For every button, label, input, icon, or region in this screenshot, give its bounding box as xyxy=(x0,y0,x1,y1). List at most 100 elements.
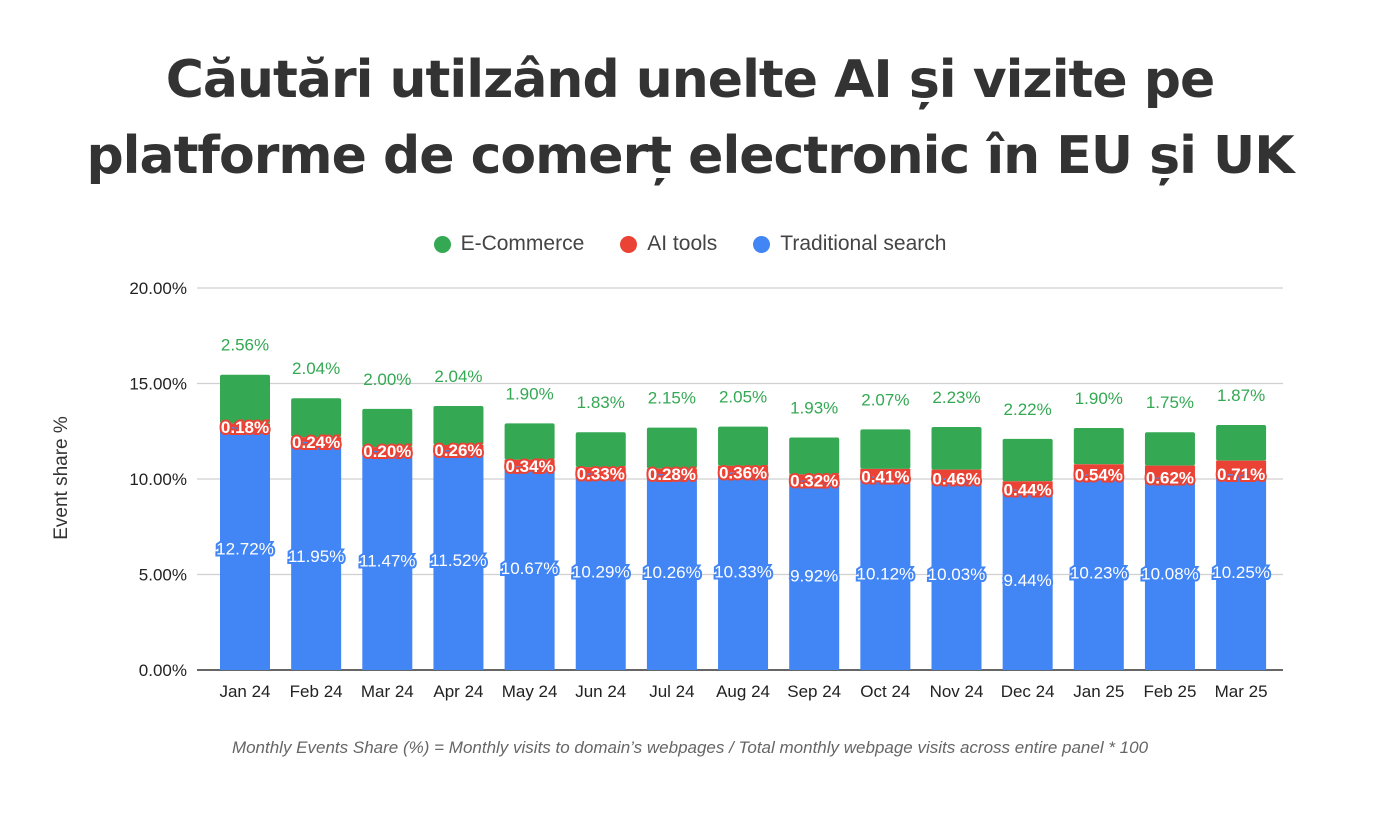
bar-ai-tools xyxy=(1216,460,1267,475)
bar-ecommerce xyxy=(362,408,413,448)
bar-traditional-search xyxy=(433,449,484,670)
bar-ai-tools xyxy=(1144,465,1195,478)
legend-label: E-Commerce xyxy=(460,232,585,255)
data-label-ai-tools: 0.44% xyxy=(1004,481,1052,500)
bar-ai-tools xyxy=(718,465,769,473)
x-tick-label: Jul 24 xyxy=(649,682,694,701)
bar-ecommerce xyxy=(291,398,342,438)
bar-ecommerce xyxy=(646,427,697,469)
y-tick-label: 20.00% xyxy=(129,279,187,298)
bar-traditional-search xyxy=(1216,474,1267,670)
legend-traditional-search: Traditional search xyxy=(753,232,946,256)
data-label-ecommerce: 2.07% xyxy=(861,390,909,409)
data-label-ai-tools: 0.32% xyxy=(790,472,838,491)
bar-ai-tools xyxy=(860,468,911,477)
data-label-traditional-search: 12.72% xyxy=(216,540,274,559)
bar-ecommerce xyxy=(1144,432,1195,466)
bar-ecommerce xyxy=(1073,428,1124,465)
footnote: Monthly Events Share (%) = Monthly visit… xyxy=(231,738,1149,757)
data-label-ai-tools: 0.33% xyxy=(577,464,625,483)
bar-traditional-search xyxy=(362,450,413,670)
data-label-ai-tools: 0.41% xyxy=(861,468,909,487)
bar-traditional-search xyxy=(504,466,555,670)
data-label-traditional-search: 9.92% xyxy=(790,566,838,585)
bar-ecommerce xyxy=(504,423,555,460)
data-label-ai-tools: 0.62% xyxy=(1146,468,1194,487)
bar-traditional-search xyxy=(931,478,982,670)
data-label-traditional-search: 10.03% xyxy=(928,565,986,584)
bar-traditional-search xyxy=(718,472,769,670)
bar-ecommerce xyxy=(718,426,769,466)
data-label-ecommerce: 2.15% xyxy=(648,389,696,408)
x-tick-label: Jan 25 xyxy=(1073,682,1124,701)
legend-label: AI tools xyxy=(647,232,718,255)
data-label-traditional-search: 10.29% xyxy=(572,563,630,582)
data-label-ecommerce: 1.90% xyxy=(505,384,553,403)
bar-traditional-search xyxy=(575,473,626,670)
chart-title: Căutări utilzând unelte AI și vizite pe … xyxy=(0,42,1380,194)
bar-traditional-search xyxy=(789,480,840,670)
data-label-traditional-search: 10.23% xyxy=(1070,563,1128,582)
data-label-ecommerce: 2.04% xyxy=(292,359,340,378)
x-tick-label: Feb 25 xyxy=(1143,682,1196,701)
y-tick-label: 10.00% xyxy=(129,470,187,489)
x-tick-label: Mar 25 xyxy=(1215,682,1268,701)
bar-ai-tools xyxy=(646,468,697,475)
data-label-traditional-search: 9.44% xyxy=(1004,571,1052,590)
bar-ai-tools xyxy=(220,423,270,428)
data-label-ai-tools: 0.71% xyxy=(1217,465,1265,484)
bar-ecommerce xyxy=(575,432,626,468)
legend: E-Commerce AI tools Traditional search xyxy=(0,232,1380,256)
y-tick-label: 15.00% xyxy=(129,375,187,394)
bar-ai-tools xyxy=(789,474,840,481)
x-tick-label: Nov 24 xyxy=(930,682,984,701)
legend-ecommerce: E-Commerce xyxy=(433,232,585,256)
x-tick-label: Sep 24 xyxy=(787,682,841,701)
data-label-ai-tools: 0.18% xyxy=(221,418,269,437)
legend-ai-tools: AI tools xyxy=(620,232,717,256)
bar-traditional-search xyxy=(220,427,270,670)
bar-ai-tools xyxy=(1002,481,1053,490)
data-label-ai-tools: 0.20% xyxy=(363,442,411,461)
data-label-ecommerce: 1.75% xyxy=(1146,393,1194,412)
bar-traditional-search xyxy=(1002,489,1053,670)
x-tick-label: Jun 24 xyxy=(575,682,626,701)
title-line-1: Căutări utilzând unelte AI și vizite pe xyxy=(165,50,1215,110)
bar-traditional-search xyxy=(1073,474,1124,670)
data-label-ecommerce: 1.83% xyxy=(577,393,625,412)
bar-traditional-search xyxy=(860,476,911,670)
data-label-ecommerce: 2.56% xyxy=(221,336,269,355)
bar-ecommerce xyxy=(433,406,484,446)
x-tick-label: Aug 24 xyxy=(716,682,770,701)
data-label-ai-tools: 0.26% xyxy=(434,441,482,460)
data-label-ecommerce: 2.04% xyxy=(434,367,482,386)
data-label-ecommerce: 2.05% xyxy=(719,388,767,407)
data-label-ai-tools: 0.54% xyxy=(1075,466,1123,485)
bar-ecommerce xyxy=(220,374,270,424)
data-label-traditional-search: 11.52% xyxy=(430,551,486,570)
data-label-ai-tools: 0.24% xyxy=(292,433,340,452)
bar-ecommerce xyxy=(1216,424,1267,461)
data-label-traditional-search: 10.25% xyxy=(1212,563,1270,582)
bar-ecommerce xyxy=(931,427,982,470)
bar-traditional-search xyxy=(291,441,342,670)
bar-ai-tools xyxy=(931,469,982,479)
data-label-traditional-search: 11.95% xyxy=(288,547,344,566)
bar-ai-tools xyxy=(504,459,555,467)
data-label-ecommerce: 1.87% xyxy=(1217,386,1265,405)
bar-ai-tools xyxy=(1073,464,1124,475)
x-tick-label: May 24 xyxy=(502,682,558,701)
data-label-ecommerce: 1.90% xyxy=(1075,389,1123,408)
bar-ecommerce xyxy=(789,437,840,475)
data-label-traditional-search: 10.12% xyxy=(857,564,915,583)
data-label-ai-tools: 0.28% xyxy=(648,465,696,484)
legend-label: Traditional search xyxy=(780,232,947,255)
x-tick-label: Oct 24 xyxy=(860,682,910,701)
bar-ecommerce xyxy=(860,429,911,469)
data-label-ai-tools: 0.34% xyxy=(505,457,553,476)
data-label-ecommerce: 2.22% xyxy=(1004,400,1052,419)
data-label-ai-tools: 0.36% xyxy=(719,464,767,483)
data-label-ecommerce: 2.00% xyxy=(363,370,411,389)
bar-traditional-search xyxy=(646,474,697,670)
